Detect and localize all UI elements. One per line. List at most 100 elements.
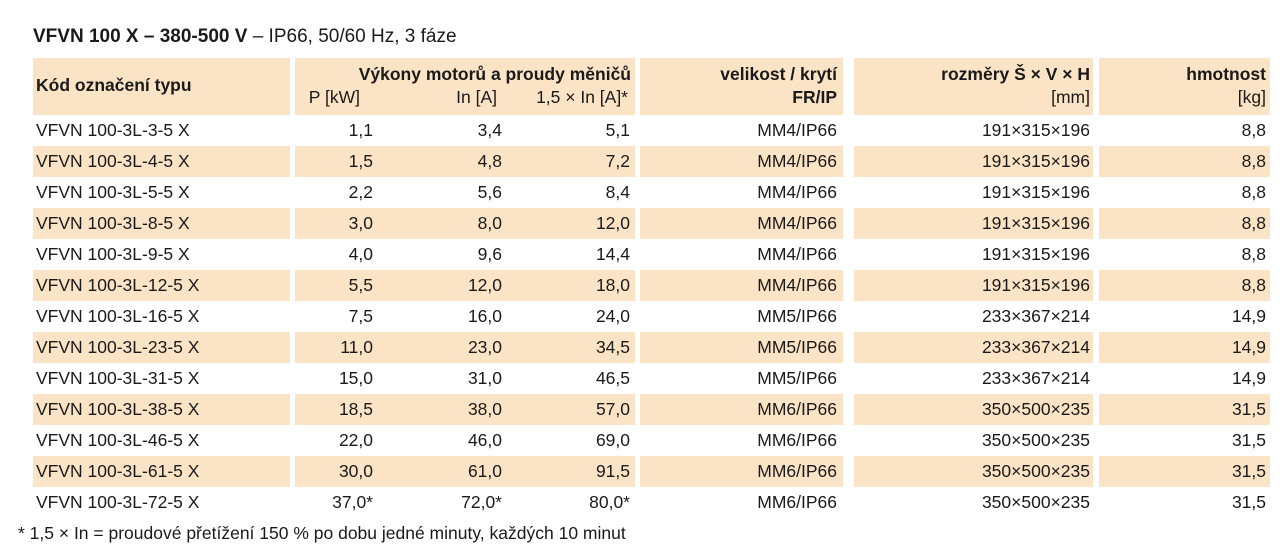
cell-p: 7,5 (290, 301, 380, 332)
cell-kod: VFVN 100-3L-9-5 X (36, 244, 190, 264)
cell-in15: 7,2 (507, 146, 635, 177)
cell-dim: 233×367×214 (843, 332, 1093, 363)
cell-dim: 191×315×196 (843, 270, 1093, 301)
cell-in15: 14,4 (595, 244, 630, 264)
cell-p: 22,0 (290, 425, 380, 456)
table-row: VFVN 100-3L-72-5 X 37,0* 72,0* 80,0* MM6/IP6… (33, 487, 1270, 518)
cell-kg: 8,8 (1093, 177, 1270, 208)
cell-kg: 8,8 (1093, 146, 1270, 177)
cell-in15: 80,0* (589, 492, 630, 512)
table-row: VFVN 100-3L-3-5 X 1,1 3,4 5,1 MM4/IP66 191×31… (33, 115, 1270, 146)
cell-kod: VFVN 100-3L-3-5 X (36, 120, 190, 140)
cell-in15: 57,0 (507, 394, 635, 425)
cell-dim: 191×315×196 (843, 239, 1093, 270)
footnote: * 1,5 × In = proudové přetížení 150 % po… (18, 523, 626, 543)
cell-kod: VFVN 100-3L-46-5 X (36, 430, 200, 450)
cell-kg: 31,5 (1093, 394, 1270, 425)
cell-in15: 8,4 (605, 182, 630, 202)
cell-in: 31,0 (467, 368, 502, 388)
cell-dim: 350×500×235 (843, 425, 1093, 456)
cell-kg: 14,9 (1093, 301, 1270, 332)
table-row: VFVN 100-3L-38-5 X 18,5 38,0 57,0 MM6/IP66 35… (33, 394, 1270, 425)
header-group-vykony-label: Výkony motorů a proudy měničů (358, 63, 631, 84)
cell-kod: VFVN 100-3L-12-5 X (33, 270, 290, 301)
cell-fr: MM4/IP66 (635, 239, 843, 270)
table-row: VFVN 100-3L-4-5 X 1,5 4,8 7,2 MM4/IP66 191×31… (33, 146, 1270, 177)
cell-fr: MM5/IP66 (635, 363, 843, 394)
cell-fr: MM4/IP66 (635, 115, 843, 146)
header-rozmery: rozměry Š × V × H [mm] (843, 58, 1093, 115)
cell-fr: MM6/IP66 (635, 425, 843, 456)
header-sub-in15: 1,5 × In [A]* (536, 86, 628, 107)
cell-kg: 8,8 (1093, 239, 1270, 270)
table-row: VFVN 100-3L-23-5 X 11,0 23,0 34,5 MM5/IP66 23… (33, 332, 1270, 363)
cell-in: 61,0 (380, 456, 507, 487)
datasheet-page: VFVN 100 X – 380-500 V – IP66, 50/60 Hz,… (18, 27, 1283, 543)
cell-in: 5,6 (477, 182, 502, 202)
cell-in: 23,0 (380, 332, 507, 363)
cell-fr: MM4/IP66 (635, 146, 843, 177)
cell-fr: MM6/IP66 (635, 456, 843, 487)
table-row: VFVN 100-3L-9-5 X 4,0 9,6 14,4 MM4/IP66 191×3… (33, 239, 1270, 270)
cell-in: 46,0 (467, 430, 502, 450)
table-header: Kód označení typu Výkony motorů a proudy… (33, 58, 1270, 115)
table-row: VFVN 100-3L-5-5 X 2,2 5,6 8,4 MM4/IP66 191×31… (33, 177, 1270, 208)
cell-p: 1,1 (290, 115, 380, 146)
cell-dim: 350×500×235 (843, 394, 1093, 425)
cell-in: 3,4 (477, 120, 502, 140)
header-hmotnost: hmotnost [kg] (1093, 58, 1270, 115)
cell-dim: 233×367×214 (843, 301, 1093, 332)
cell-fr: MM5/IP66 (635, 301, 843, 332)
cell-p: 11,0 (290, 332, 380, 363)
cell-in: 4,8 (380, 146, 507, 177)
cell-kod: VFVN 100-3L-23-5 X (33, 332, 290, 363)
cell-kod: VFVN 100-3L-4-5 X (33, 146, 290, 177)
cell-kod: VFVN 100-3L-61-5 X (33, 456, 290, 487)
header-rozmery-line1: rozměry Š × V × H (941, 63, 1090, 84)
cell-kg: 8,8 (1093, 208, 1270, 239)
cell-dim: 191×315×196 (843, 177, 1093, 208)
header-kod-label: Kód označení typu (36, 75, 192, 95)
cell-in: 16,0 (467, 306, 502, 326)
cell-p: 18,5 (290, 394, 380, 425)
cell-kg: 31,5 (1093, 456, 1270, 487)
header-rozmery-line2: [mm] (1051, 86, 1090, 107)
cell-fr: MM6/IP66 (635, 394, 843, 425)
table-row: VFVN 100-3L-16-5 X 7,5 16,0 24,0 MM5/IP66 233… (33, 301, 1270, 332)
cell-fr: MM4/IP66 (635, 177, 843, 208)
cell-dim: 350×500×235 (843, 456, 1093, 487)
cell-kg: 8,8 (1093, 270, 1270, 301)
cell-in15: 18,0 (507, 270, 635, 301)
page-title: VFVN 100 X – 380-500 V – IP66, 50/60 Hz,… (33, 27, 1283, 46)
cell-kod: VFVN 100-3L-38-5 X (33, 394, 290, 425)
cell-in15: 46,5 (595, 368, 630, 388)
spec-table: Kód označení typu Výkony motorů a proudy… (33, 58, 1270, 518)
cell-in: 9,6 (477, 244, 502, 264)
cell-p: 2,2 (290, 177, 380, 208)
cell-in15: 69,0 (595, 430, 630, 450)
cell-fr: MM4/IP66 (635, 208, 843, 239)
header-velikost: velikost / krytí FR/IP (635, 58, 843, 115)
table-body: VFVN 100-3L-3-5 X 1,1 3,4 5,1 MM4/IP66 191×31… (33, 115, 1270, 518)
header-row: Kód označení typu Výkony motorů a proudy… (33, 58, 1270, 115)
cell-dim: 233×367×214 (843, 363, 1093, 394)
table-row: VFVN 100-3L-31-5 X 15,0 31,0 46,5 MM5/IP66 23… (33, 363, 1270, 394)
header-sub-in: In [A] (456, 86, 497, 107)
header-hmotnost-line1: hmotnost (1186, 63, 1266, 84)
cell-in15: 12,0 (507, 208, 635, 239)
header-velikost-line1: velikost / krytí (720, 63, 837, 84)
cell-in: 72,0* (461, 492, 502, 512)
table-row: VFVN 100-3L-46-5 X 22,0 46,0 69,0 MM6/IP66 35… (33, 425, 1270, 456)
header-group-vykony: Výkony motorů a proudy měničů P [kW] In … (290, 58, 635, 115)
title-specs: – IP66, 50/60 Hz, 3 fáze (247, 26, 457, 47)
header-subrow: P [kW] In [A] 1,5 × In [A]* (295, 86, 635, 109)
cell-kg: 31,5 (1093, 425, 1270, 456)
cell-kg: 31,5 (1093, 487, 1270, 518)
cell-fr: MM6/IP66 (635, 487, 843, 518)
cell-in: 12,0 (380, 270, 507, 301)
header-hmotnost-line2: [kg] (1237, 86, 1266, 107)
cell-in15: 91,5 (507, 456, 635, 487)
cell-in15: 24,0 (595, 306, 630, 326)
cell-dim: 191×315×196 (843, 115, 1093, 146)
title-model: VFVN 100 X – 380-500 V (33, 26, 248, 47)
